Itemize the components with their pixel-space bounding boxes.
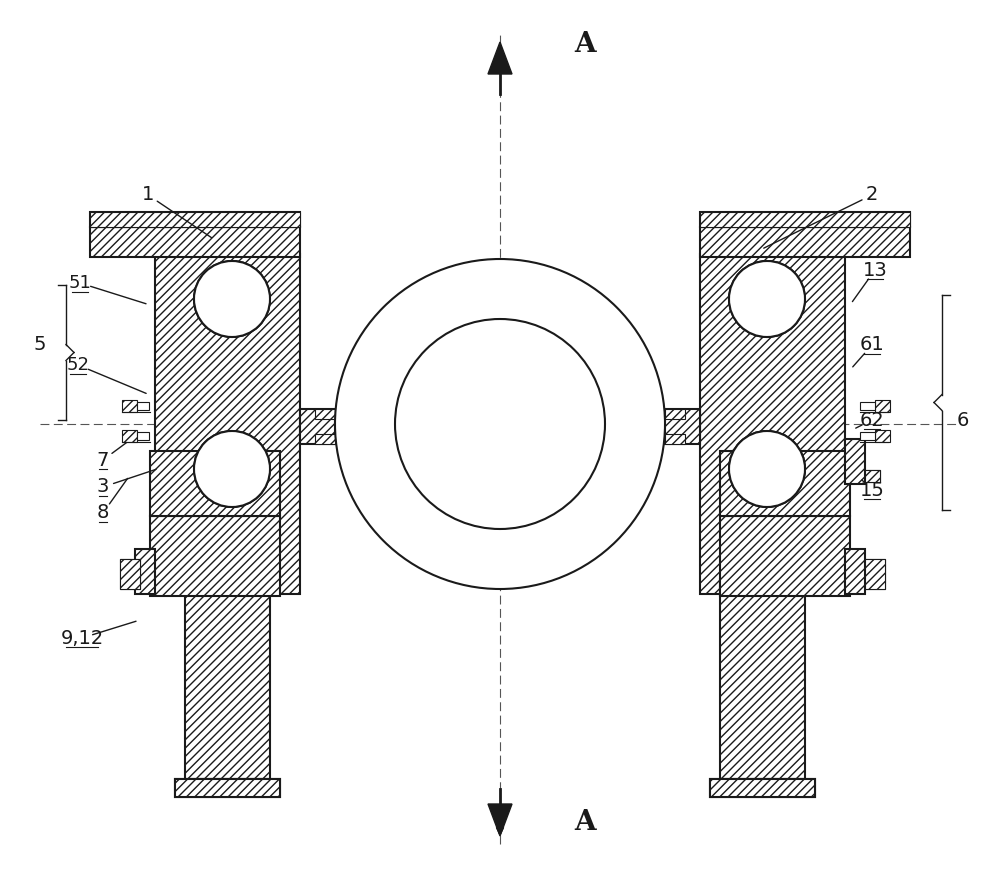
Text: 51: 51 xyxy=(69,274,91,292)
Bar xyxy=(710,779,815,797)
Bar xyxy=(875,430,890,442)
Bar xyxy=(845,549,865,594)
Bar xyxy=(865,559,885,589)
Bar xyxy=(122,430,137,442)
Circle shape xyxy=(729,431,805,507)
Bar xyxy=(300,409,335,444)
Polygon shape xyxy=(488,42,512,74)
Circle shape xyxy=(194,431,270,507)
Bar xyxy=(90,227,300,257)
Text: 9,12: 9,12 xyxy=(60,628,104,648)
Text: A: A xyxy=(574,808,596,836)
Circle shape xyxy=(194,261,270,337)
Bar xyxy=(155,254,300,594)
Bar xyxy=(137,432,149,440)
Bar xyxy=(122,400,137,412)
Bar xyxy=(135,549,155,594)
Circle shape xyxy=(395,319,605,529)
Bar xyxy=(665,409,700,444)
Bar xyxy=(90,212,300,227)
Bar xyxy=(665,434,685,444)
Text: A: A xyxy=(574,31,596,58)
Bar xyxy=(865,559,885,589)
Circle shape xyxy=(335,259,665,589)
Bar xyxy=(175,779,280,797)
Bar xyxy=(865,470,880,482)
Bar xyxy=(315,409,335,419)
Text: 15: 15 xyxy=(860,481,884,500)
Text: 13: 13 xyxy=(863,260,887,280)
Circle shape xyxy=(729,261,805,337)
Bar xyxy=(700,227,910,257)
Text: 7: 7 xyxy=(97,450,109,469)
Bar xyxy=(860,432,875,440)
Polygon shape xyxy=(488,804,512,836)
Bar xyxy=(185,579,270,779)
Bar xyxy=(720,579,805,779)
Text: 1: 1 xyxy=(142,185,154,205)
Bar xyxy=(720,516,850,596)
Bar xyxy=(700,254,845,594)
Bar xyxy=(90,212,300,227)
Bar xyxy=(875,400,890,412)
Bar xyxy=(865,470,880,482)
Bar xyxy=(860,402,875,410)
Text: 52: 52 xyxy=(66,356,90,374)
Text: 5: 5 xyxy=(34,336,46,355)
Bar xyxy=(120,559,140,589)
Bar xyxy=(315,434,335,444)
Bar xyxy=(175,779,280,797)
Circle shape xyxy=(194,431,270,507)
Bar xyxy=(665,409,685,419)
Bar xyxy=(700,212,910,227)
Bar xyxy=(720,451,850,516)
Bar xyxy=(845,439,865,484)
Bar xyxy=(150,516,280,596)
Bar xyxy=(120,559,140,589)
Bar xyxy=(150,451,280,516)
Text: 61: 61 xyxy=(860,336,884,355)
Text: 6: 6 xyxy=(957,411,969,429)
Text: 62: 62 xyxy=(860,411,884,429)
Bar xyxy=(137,402,149,410)
Text: 8: 8 xyxy=(97,503,109,523)
Bar xyxy=(700,212,910,227)
Bar xyxy=(710,779,815,797)
Text: 2: 2 xyxy=(866,185,878,205)
Circle shape xyxy=(194,261,270,337)
Circle shape xyxy=(729,431,805,507)
Circle shape xyxy=(729,261,805,337)
Text: 3: 3 xyxy=(97,477,109,496)
